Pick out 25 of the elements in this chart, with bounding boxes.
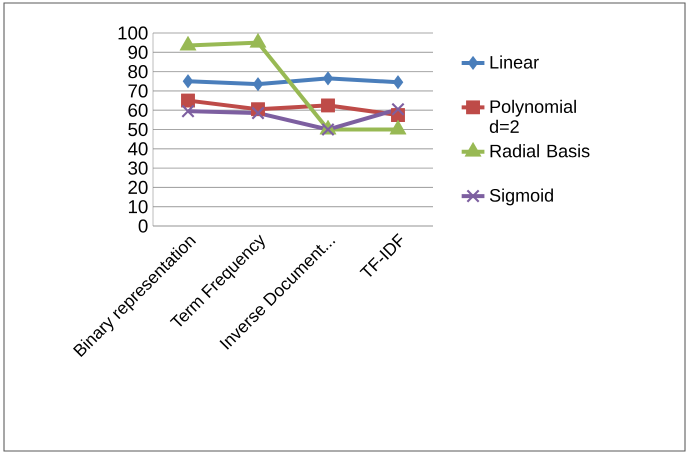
point [251, 106, 265, 120]
y-tick-label: 0 [138, 219, 148, 233]
point [321, 122, 335, 136]
point [392, 75, 404, 90]
y-tick-label: 20 [128, 180, 148, 194]
legend-label: Radial Basis [490, 144, 590, 158]
point [322, 71, 334, 86]
point [391, 102, 405, 116]
point [321, 98, 335, 112]
y-tick-label: 100 [118, 26, 148, 40]
point [182, 74, 194, 88]
y-tick-label: 60 [128, 104, 148, 117]
y-tick-label: 10 [128, 200, 148, 214]
y-tick-label: 90 [128, 46, 148, 59]
legend-label: Polynomial d=2 [490, 100, 576, 134]
legend-label: Sigmoid [490, 188, 553, 206]
legend-label: Linear [490, 55, 539, 69]
point [181, 94, 195, 108]
y-tick-label: 30 [128, 161, 148, 175]
y-tick-label: 40 [128, 142, 148, 156]
point [181, 104, 195, 118]
y-tick-label: 50 [128, 122, 148, 136]
y-tick-label: 70 [128, 84, 148, 98]
y-tick-label: 80 [128, 64, 148, 78]
point [252, 77, 264, 92]
